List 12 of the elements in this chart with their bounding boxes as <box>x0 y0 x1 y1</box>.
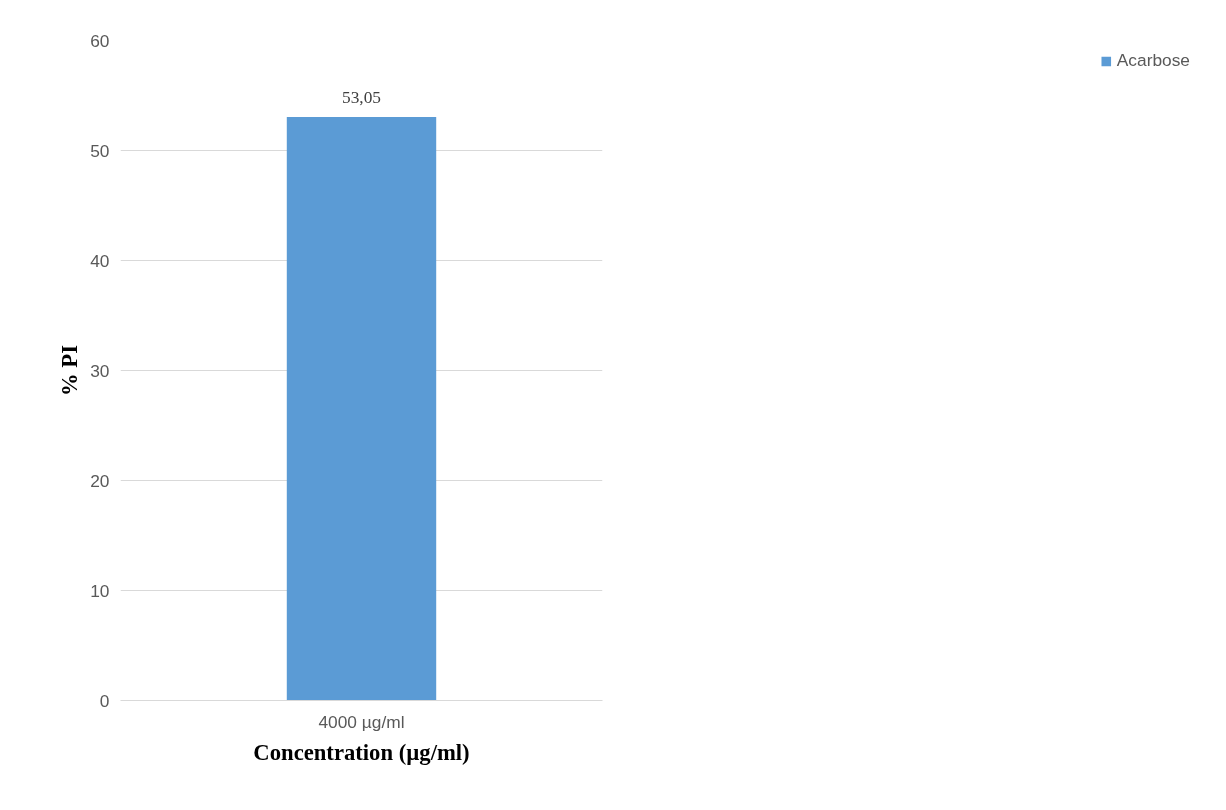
y-tick-label: 40 <box>90 250 110 271</box>
x-tick-label: 4000 µg/ml <box>318 711 405 732</box>
x-axis-title: Concentration (µg/ml) <box>253 739 470 765</box>
y-tick-label: 10 <box>90 580 110 601</box>
legend-label: Acarbose <box>1116 50 1190 71</box>
y-tick-label: 20 <box>90 470 110 491</box>
y-axis-title: % PI <box>57 344 83 396</box>
y-tick-label: 50 <box>90 140 110 161</box>
y-tick-label: 0 <box>99 690 110 711</box>
y-tick-label: 60 <box>90 30 110 51</box>
data-label: 53,05 <box>342 87 382 107</box>
y-tick-label: 30 <box>90 360 110 381</box>
